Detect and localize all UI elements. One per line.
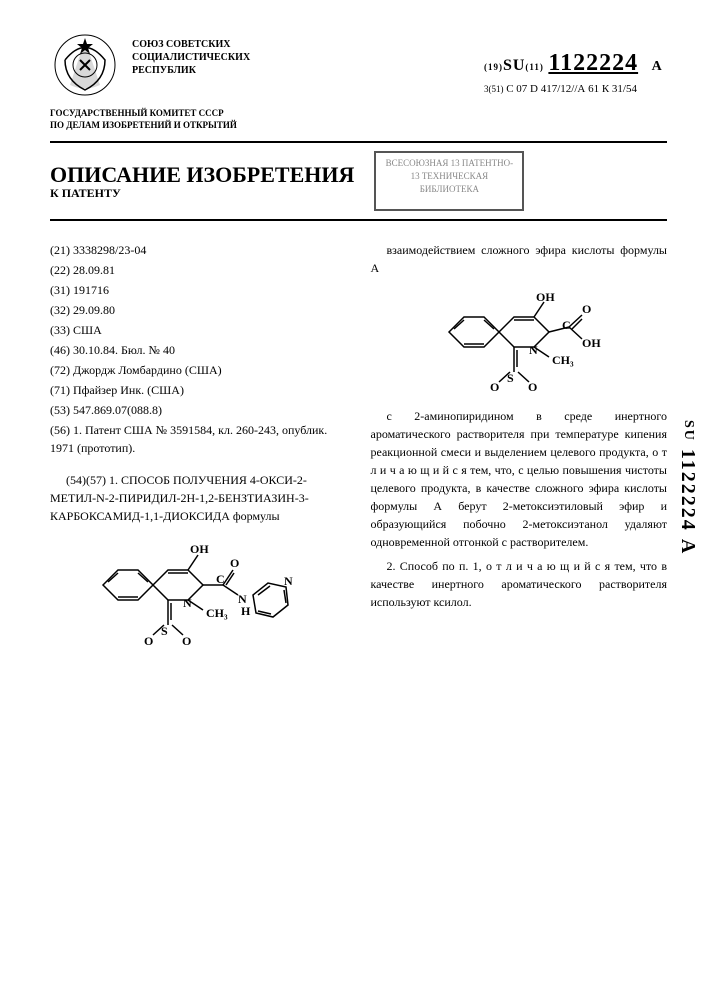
svg-text:N: N: [284, 574, 293, 588]
svg-text:H: H: [241, 604, 251, 618]
committee-name: ГОСУДАРСТВЕННЫЙ КОМИТЕТ СССР ПО ДЕЛАМ ИЗ…: [50, 108, 667, 131]
right-column: взаимодействием сложного эфира кислоты ф…: [371, 241, 668, 675]
document-subtitle: К ПАТЕНТУ: [50, 186, 354, 201]
field-22: (22) 28.09.81: [50, 261, 347, 279]
field-71: (71) Пфайзер Инк. (США): [50, 381, 347, 399]
field-46: (46) 30.10.84. Бюл. № 40: [50, 341, 347, 359]
chemical-structure-main: OH O C N N S N CH₃ H O O: [88, 535, 308, 665]
field-33: (33) США: [50, 321, 347, 339]
field-53: (53) 547.869.07(088.8): [50, 401, 347, 419]
field-72: (72) Джордж Ломбардино (США): [50, 361, 347, 379]
svg-text:S: S: [161, 624, 168, 638]
ussr-emblem: [50, 30, 120, 100]
svg-text:O: O: [230, 556, 239, 570]
field-21: (21) 3338298/23-04: [50, 241, 347, 259]
bibliographic-data: (21) 3338298/23-04 (22) 28.09.81 (31) 19…: [50, 241, 347, 457]
claim-intro: взаимодействием сложного эфира кислоты ф…: [371, 241, 668, 277]
svg-text:OH: OH: [582, 336, 601, 350]
field-56: (56) 1. Патент США № 3591584, кл. 260-24…: [50, 421, 347, 457]
claim-2: 2. Способ по п. 1, о т л и ч а ю щ и й с…: [371, 557, 668, 611]
library-stamp: ВСЕСОЮЗНАЯ 13 ПАТЕНТНО- 13 ТЕХНИЧЕСКАЯ Б…: [374, 151, 524, 211]
left-column: (21) 3338298/23-04 (22) 28.09.81 (31) 19…: [50, 241, 347, 675]
svg-text:CH₃: CH₃: [552, 353, 574, 367]
document-title: ОПИСАНИЕ ИЗОБРЕТЕНИЯ: [50, 162, 354, 188]
chemical-structure-a: OH O C OH S N CH₃ O O: [434, 287, 604, 397]
svg-text:N: N: [183, 596, 192, 610]
svg-text:OH: OH: [190, 542, 209, 556]
claim-body: с 2-аминопиридином в среде инертного аро…: [371, 407, 668, 551]
ipc-classification: 3(51) С 07 D 417/12//А 61 К 31/54: [484, 83, 637, 95]
svg-text:OH: OH: [536, 290, 555, 304]
svg-text:S: S: [507, 371, 514, 385]
field-31: (31) 191716: [50, 281, 347, 299]
claim-title: (54)(57) 1. СПОСОБ ПОЛУЧЕНИЯ 4-ОКСИ-2-МЕ…: [50, 471, 347, 525]
svg-text:O: O: [182, 634, 191, 648]
svg-text:O: O: [582, 302, 591, 316]
field-32: (32) 29.09.80: [50, 301, 347, 319]
svg-text:N: N: [529, 343, 538, 357]
side-publication-number: SU 1122224 A: [676, 420, 699, 555]
svg-text:C: C: [562, 318, 571, 332]
union-name: СОЮЗ СОВЕТСКИХ СОЦИАЛИСТИЧЕСКИХ РЕСПУБЛИ…: [132, 30, 472, 77]
svg-text:O: O: [490, 380, 499, 394]
svg-text:C: C: [216, 572, 225, 586]
svg-text:O: O: [528, 380, 537, 394]
publication-number: (19)SU(11) 1122224 A: [484, 30, 667, 77]
svg-text:CH₃: CH₃: [206, 606, 228, 620]
svg-text:O: O: [144, 634, 153, 648]
